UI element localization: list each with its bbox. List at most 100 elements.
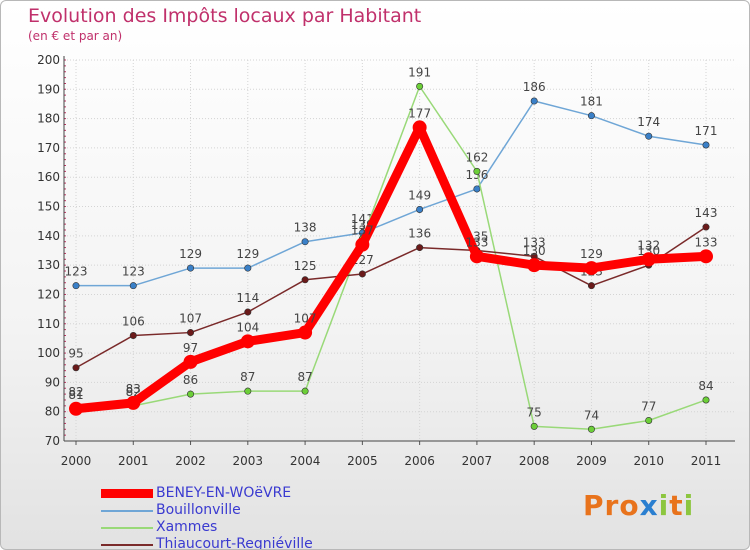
y-tick-label: 120 bbox=[37, 287, 60, 301]
data-point-beney-en-wo-vre bbox=[412, 120, 427, 135]
data-label-xammes: 86 bbox=[183, 373, 198, 387]
series-line-xammes bbox=[76, 85, 707, 431]
x-tick-label: 2011 bbox=[691, 454, 722, 468]
legend-swatch bbox=[101, 543, 153, 546]
data-point-beney-en-wo-vre bbox=[298, 325, 313, 340]
data-point-bouillonville bbox=[129, 282, 137, 290]
logo-letter: P bbox=[583, 489, 605, 522]
data-label-xammes: 162 bbox=[465, 150, 488, 164]
series-line-thiaucourt-regni-ville bbox=[75, 226, 707, 369]
data-point-xammes bbox=[530, 422, 538, 430]
data-point-thiaucourt-regni-ville bbox=[129, 331, 137, 339]
data-point-beney-en-wo-vre bbox=[584, 261, 599, 276]
data-point-beney-en-wo-vre bbox=[527, 258, 542, 273]
data-point-thiaucourt-regni-ville bbox=[187, 329, 195, 337]
data-label-beney-en-wo-vre: 83 bbox=[126, 382, 141, 396]
x-tick-label: 2001 bbox=[118, 454, 149, 468]
data-label-xammes: 87 bbox=[240, 370, 255, 384]
data-point-beney-en-wo-vre bbox=[69, 401, 83, 416]
data-point-xammes bbox=[473, 167, 481, 175]
data-point-bouillonville bbox=[702, 141, 710, 149]
chart-subtitle: (en € et par an) bbox=[28, 29, 123, 43]
data-label-xammes: 82 bbox=[68, 385, 83, 399]
data-label-thiaucourt-regni-ville: 106 bbox=[122, 314, 145, 328]
data-label-xammes: 87 bbox=[297, 370, 312, 384]
data-point-bouillonville bbox=[72, 282, 80, 290]
data-point-beney-en-wo-vre bbox=[699, 249, 713, 264]
data-point-beney-en-wo-vre bbox=[183, 354, 198, 369]
data-point-thiaucourt-regni-ville bbox=[358, 270, 366, 278]
data-point-thiaucourt-regni-ville bbox=[416, 244, 424, 252]
data-label-thiaucourt-regni-ville: 125 bbox=[294, 259, 317, 273]
y-tick-label: 90 bbox=[45, 375, 60, 389]
data-label-beney-en-wo-vre: 97 bbox=[183, 341, 198, 355]
data-label-xammes: 84 bbox=[698, 379, 713, 393]
series-line-beney-en-wo-vre bbox=[75, 122, 707, 414]
logo-letter: t bbox=[669, 489, 684, 522]
data-point-xammes bbox=[244, 387, 252, 395]
data-label-bouillonville: 171 bbox=[695, 124, 718, 138]
data-label-xammes: 77 bbox=[641, 399, 656, 413]
data-label-beney-en-wo-vre: 81 bbox=[68, 388, 83, 402]
data-point-xammes bbox=[702, 396, 710, 404]
data-label-beney-en-wo-vre: 133 bbox=[465, 235, 488, 249]
x-tick-label: 2002 bbox=[175, 454, 206, 468]
x-tick-label: 2000 bbox=[61, 454, 92, 468]
data-label-beney-en-wo-vre: 104 bbox=[236, 320, 259, 334]
data-label-beney-en-wo-vre: 133 bbox=[695, 235, 718, 249]
data-label-beney-en-wo-vre: 132 bbox=[637, 238, 660, 252]
y-tick-label: 80 bbox=[45, 405, 60, 419]
data-point-bouillonville bbox=[645, 132, 653, 140]
data-label-beney-en-wo-vre: 137 bbox=[351, 224, 374, 238]
data-point-bouillonville bbox=[530, 97, 538, 105]
legend-swatch bbox=[101, 509, 153, 512]
data-point-bouillonville bbox=[187, 264, 195, 272]
legend-swatch bbox=[101, 489, 153, 498]
data-point-bouillonville bbox=[473, 185, 481, 193]
y-tick-label: 130 bbox=[37, 258, 60, 272]
data-point-thiaucourt-regni-ville bbox=[301, 276, 309, 284]
y-tick-label: 150 bbox=[37, 200, 60, 214]
y-tick-label: 200 bbox=[37, 53, 60, 67]
logo-letter: o bbox=[619, 489, 640, 522]
data-label-beney-en-wo-vre: 129 bbox=[580, 247, 603, 261]
data-label-beney-en-wo-vre: 130 bbox=[523, 244, 546, 258]
data-label-bouillonville: 123 bbox=[65, 265, 88, 279]
data-point-thiaucourt-regni-ville bbox=[244, 308, 252, 316]
data-point-bouillonville bbox=[587, 112, 595, 120]
y-tick-label: 70 bbox=[45, 434, 60, 448]
y-tick-label: 160 bbox=[37, 170, 60, 184]
data-point-bouillonville bbox=[244, 264, 252, 272]
y-tick-label: 140 bbox=[37, 229, 60, 243]
y-tick-label: 100 bbox=[37, 346, 60, 360]
legend-label: BENEY-EN-WOëVRE bbox=[156, 485, 292, 501]
logo-letter: i bbox=[683, 489, 695, 522]
y-tick-label: 110 bbox=[37, 317, 60, 331]
legend-label: Thiaucourt-Regniéville bbox=[156, 536, 313, 550]
legend-swatch bbox=[101, 526, 153, 529]
data-label-beney-en-wo-vre: 107 bbox=[294, 312, 317, 326]
data-point-xammes bbox=[645, 416, 653, 424]
data-point-bouillonville bbox=[301, 238, 309, 246]
data-label-xammes: 75 bbox=[527, 405, 542, 419]
data-point-beney-en-wo-vre bbox=[641, 252, 656, 267]
logo-letter: x bbox=[639, 489, 659, 522]
chart-title: Evolution des Impôts locaux par Habitant bbox=[28, 5, 422, 27]
data-point-thiaucourt-regni-ville bbox=[702, 223, 710, 231]
data-point-beney-en-wo-vre bbox=[355, 237, 370, 252]
data-label-bouillonville: 186 bbox=[523, 80, 546, 94]
logo-letter: i bbox=[658, 489, 670, 522]
data-point-thiaucourt-regni-ville bbox=[72, 364, 80, 372]
data-label-thiaucourt-regni-ville: 143 bbox=[695, 206, 718, 220]
data-label-thiaucourt-regni-ville: 95 bbox=[68, 347, 83, 361]
data-label-bouillonville: 156 bbox=[465, 168, 488, 182]
data-point-bouillonville bbox=[416, 205, 424, 213]
data-point-beney-en-wo-vre bbox=[469, 249, 484, 264]
data-point-thiaucourt-regni-ville bbox=[587, 282, 595, 290]
data-label-thiaucourt-regni-ville: 133 bbox=[523, 235, 546, 249]
x-tick-label: 2006 bbox=[404, 454, 435, 468]
data-point-xammes bbox=[416, 82, 424, 90]
data-point-xammes bbox=[587, 425, 595, 433]
